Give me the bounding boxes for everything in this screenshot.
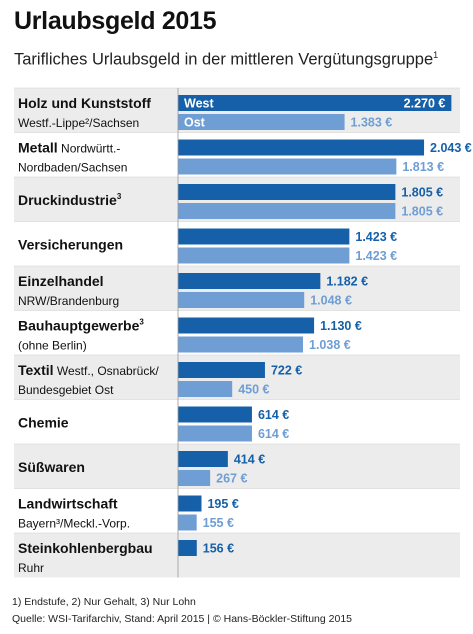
- bar-west: [178, 362, 265, 378]
- bar-west: [178, 317, 315, 334]
- value-label-ost: 1.423 €: [355, 249, 397, 263]
- category-sublabel: Westf.-Lippe²/Sachsen: [18, 116, 139, 130]
- category-sublabel: Nordbaden/Sachsen: [18, 161, 127, 175]
- chart-subtitle: Tarifliches Urlaubsgeld in der mittleren…: [14, 50, 438, 70]
- subtitle-footnote-marker: 1: [433, 50, 439, 60]
- row-shade: [14, 533, 460, 578]
- bar-west: [178, 451, 228, 467]
- value-label-west: 195 €: [207, 497, 238, 511]
- row-shade: [14, 444, 460, 489]
- value-label-ost: 1.813 €: [402, 160, 444, 174]
- category-sublabel: Ruhr: [18, 561, 44, 575]
- category-label: Holz und Kunststoff: [18, 95, 151, 111]
- value-label-west: 156 €: [203, 542, 234, 556]
- category-label: Metall Nordwürtt.-: [18, 140, 120, 156]
- bar-ost: [178, 336, 304, 353]
- category-sublabel: Bayern³/Meckl.-Vorp.: [18, 517, 130, 531]
- value-label-ost: 155 €: [203, 516, 234, 530]
- bar-west: [178, 406, 252, 423]
- bar-ost: [178, 247, 350, 264]
- series-label-west: West: [184, 97, 214, 111]
- value-label-ost: 450 €: [238, 383, 269, 397]
- value-label-west: 1.182 €: [326, 275, 368, 289]
- category-label: Süßwaren: [18, 459, 85, 475]
- category-sublabel: NRW/Brandenburg: [18, 294, 119, 308]
- value-label-ost: 1.805 €: [401, 205, 443, 219]
- category-label: Versicherungen: [18, 237, 123, 253]
- bar-west: [178, 139, 425, 156]
- category-sublabel: (ohne Berlin): [18, 339, 87, 353]
- bar-ost: [178, 158, 397, 175]
- category-sublabel: Bundesgebiet Ost: [18, 383, 114, 397]
- value-label-west: 614 €: [258, 408, 289, 422]
- footnote-source: Quelle: WSI-Tarifarchiv, Stand: April 20…: [12, 613, 353, 625]
- subtitle-text: Tarifliches Urlaubsgeld in der mittleren…: [14, 50, 434, 69]
- bar-ost: [178, 470, 211, 486]
- value-label-ost: 267 €: [216, 472, 247, 486]
- bar-ost: [178, 425, 252, 442]
- category-label: Einzelhandel: [18, 273, 104, 289]
- value-label-west: 414 €: [234, 453, 265, 467]
- category-label: Steinkohlenbergbau: [18, 540, 153, 556]
- series-label-ost: Ost: [184, 116, 206, 130]
- bar-west: [178, 540, 197, 556]
- bar-ost: [178, 381, 233, 397]
- bar-ost: [178, 114, 345, 130]
- value-label-ost: 614 €: [258, 427, 289, 441]
- chart-title: Urlaubsgeld 2015: [14, 7, 217, 35]
- bar-west: [178, 95, 452, 111]
- value-label-west: 722 €: [271, 364, 302, 378]
- bar-west: [178, 184, 396, 200]
- category-label: Bauhauptgewerbe3: [18, 318, 144, 334]
- value-label-west: 2.270 €: [404, 97, 446, 111]
- value-label-west: 1.130 €: [320, 319, 362, 333]
- value-label-west: 1.423 €: [355, 230, 397, 244]
- category-label: Landwirtschaft: [18, 496, 118, 512]
- value-label-west: 2.043 €: [430, 141, 472, 155]
- category-label: Chemie: [18, 415, 69, 431]
- bar-ost: [178, 292, 305, 308]
- value-label-ost: 1.038 €: [309, 338, 351, 352]
- footnote-notes: 1) Endstufe, 2) Nur Gehalt, 3) Nur Lohn: [12, 596, 196, 608]
- bar-west: [178, 228, 350, 245]
- bar-west: [178, 273, 321, 289]
- value-label-west: 1.805 €: [401, 186, 443, 200]
- bar-ost: [178, 203, 396, 219]
- category-label: Textil Westf., Osnabrück/: [18, 362, 159, 378]
- bar-west: [178, 495, 202, 512]
- bar-ost: [178, 514, 197, 531]
- value-label-ost: 1.048 €: [310, 294, 352, 308]
- value-label-ost: 1.383 €: [351, 116, 393, 130]
- category-label: Druckindustrie3: [18, 192, 122, 208]
